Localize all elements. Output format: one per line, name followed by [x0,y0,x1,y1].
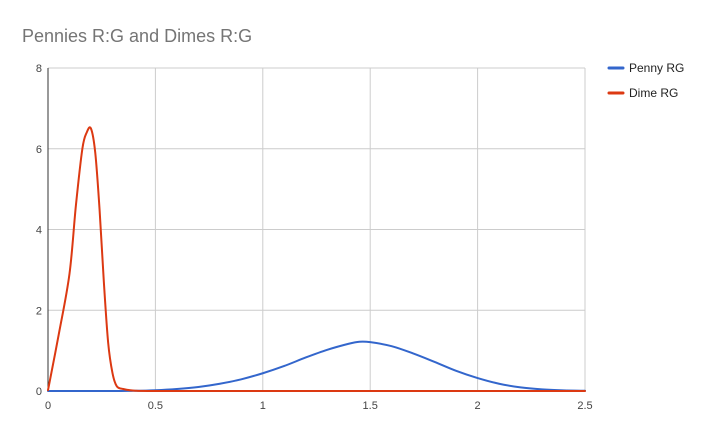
legend-label-dime-rg: Dime RG [629,86,678,100]
legend: Penny RG Dime RG [607,61,684,100]
y-tick-label: 2 [36,305,42,317]
grid [48,67,586,391]
x-tick-label: 1 [260,400,266,412]
x-tick-label: 0 [45,400,51,412]
x-tick-label: 2 [475,400,481,412]
x-tick-label: 2.5 [577,400,592,412]
series-line-penny-rg [47,340,586,393]
series-line-dime-rg [47,126,586,392]
tick-labels: 0 0.5 1 1.5 2 2.5 0 2 4 6 8 [36,63,593,412]
y-tick-label: 6 [36,144,42,156]
x-tick-label: 0.5 [148,400,163,412]
y-tick-label: 8 [36,63,42,75]
y-tick-label: 4 [36,225,42,237]
x-tick-label: 1.5 [363,400,378,412]
y-tick-label: 0 [36,386,42,398]
chart-title: Pennies R:G and Dimes R:G [22,26,252,46]
legend-label-penny-rg: Penny RG [629,61,684,75]
series-lines [47,126,586,393]
